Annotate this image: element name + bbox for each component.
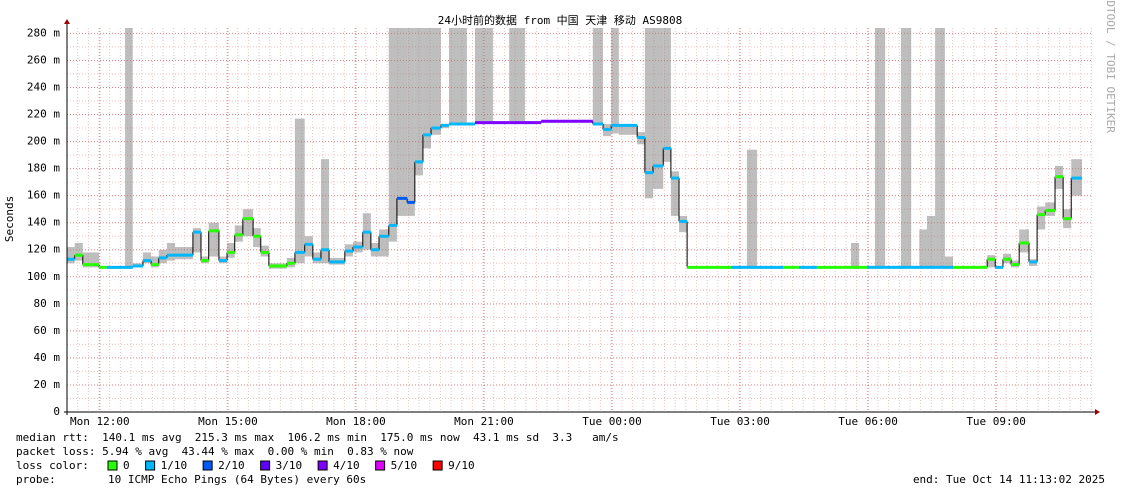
smoke xyxy=(483,28,493,124)
smoke xyxy=(388,28,397,242)
smoke xyxy=(192,228,202,253)
chart-title: 24小时前的数据 from 中国 天津 移动 AS9808 xyxy=(438,13,683,27)
smoke xyxy=(74,242,83,261)
probe-title: probe: xyxy=(16,473,56,486)
y-tick-label: 180 m xyxy=(27,162,60,175)
smoke xyxy=(987,255,996,268)
smoke xyxy=(679,215,688,233)
y-tick-label: 240 m xyxy=(27,80,60,93)
smoke xyxy=(1019,229,1029,253)
y-tick-label: 200 m xyxy=(27,135,60,148)
smoke xyxy=(874,28,886,269)
legend-label: 3/10 xyxy=(276,459,303,472)
smoke xyxy=(208,222,219,257)
y-axis-label: Seconds xyxy=(3,196,16,242)
legend-swatch xyxy=(317,460,328,471)
legend-label: 2/10 xyxy=(218,459,245,472)
axis-arrow xyxy=(1095,409,1100,415)
legend-swatch xyxy=(145,460,156,471)
smoke xyxy=(151,256,159,268)
legend-swatch xyxy=(375,460,386,471)
smoke xyxy=(944,256,954,269)
legend-label: 5/10 xyxy=(391,459,418,472)
axis-arrow xyxy=(64,19,70,24)
smoke xyxy=(431,28,441,135)
y-tick-label: 160 m xyxy=(27,189,60,202)
y-tick-label: 20 m xyxy=(34,378,61,391)
probe-text: 10 ICMP Echo Pings (64 Bytes) every 60s xyxy=(108,473,366,486)
smoke xyxy=(644,28,653,199)
stats-line: median rtt: 140.1 ms avg 215.3 ms max 10… xyxy=(16,431,619,444)
smoke xyxy=(448,28,467,126)
smoke xyxy=(919,229,927,269)
smoke xyxy=(242,209,254,237)
smoke xyxy=(142,252,152,264)
smoke xyxy=(125,28,133,269)
x-tick-label: Mon 18:00 xyxy=(326,415,386,428)
smoke xyxy=(294,118,305,264)
x-tick-label: Mon 12:00 xyxy=(70,415,130,428)
smoke xyxy=(407,28,415,216)
y-tick-label: 120 m xyxy=(27,243,60,256)
legend-label: 1/10 xyxy=(161,459,188,472)
y-tick-label: 60 m xyxy=(34,324,61,337)
y-tick-label: 100 m xyxy=(27,270,60,283)
smoke xyxy=(227,242,235,258)
y-tick-label: 260 m xyxy=(27,53,60,66)
watermark: RRDTOOL / TOBI OETIKER xyxy=(1104,0,1117,133)
y-tick-label: 220 m xyxy=(27,108,60,121)
smoke xyxy=(320,159,330,264)
smoke xyxy=(652,28,664,189)
smoke xyxy=(509,28,525,124)
smoke xyxy=(592,28,604,126)
x-tick-label: Tue 00:00 xyxy=(582,415,642,428)
smoke xyxy=(926,215,936,269)
smoke xyxy=(174,247,193,260)
legend-label: 9/10 xyxy=(448,459,475,472)
legend-swatch xyxy=(202,460,213,471)
smoke xyxy=(475,28,484,124)
smoke xyxy=(611,28,619,134)
smoke xyxy=(422,28,432,149)
smoke xyxy=(663,28,671,162)
legend-swatch xyxy=(260,460,271,471)
end-time: end: Tue Oct 14 11:13:02 2025 xyxy=(913,473,1105,486)
smoke xyxy=(67,247,75,264)
y-tick-label: 0 xyxy=(53,405,60,418)
x-tick-label: Tue 06:00 xyxy=(838,415,898,428)
x-tick-label: Mon 21:00 xyxy=(454,415,514,428)
smoke xyxy=(304,236,313,257)
smoke xyxy=(900,28,912,269)
x-tick-label: Tue 09:00 xyxy=(966,415,1026,428)
smoke xyxy=(396,28,408,216)
legend-swatch xyxy=(107,460,118,471)
y-tick-label: 280 m xyxy=(27,26,60,39)
smoke xyxy=(414,28,423,176)
smoke xyxy=(1037,206,1046,230)
y-tick-label: 80 m xyxy=(34,297,61,310)
loss-title: loss color: xyxy=(16,459,89,472)
x-tick-label: Mon 15:00 xyxy=(198,415,258,428)
x-tick-label: Tue 03:00 xyxy=(710,415,770,428)
smoke xyxy=(935,28,945,269)
smoke xyxy=(166,242,175,261)
y-tick-label: 140 m xyxy=(27,216,60,229)
legend-swatch xyxy=(432,460,443,471)
smoke xyxy=(851,242,860,269)
y-tick-label: 40 m xyxy=(34,351,61,364)
legend-label: 0 xyxy=(123,459,130,472)
smoke xyxy=(378,229,389,257)
smoke xyxy=(746,149,758,269)
legend-label: 4/10 xyxy=(333,459,360,472)
smoke xyxy=(618,124,638,135)
stats-line: packet loss: 5.94 % avg 43.44 % max 0.00… xyxy=(16,445,414,458)
smoke xyxy=(670,171,680,216)
